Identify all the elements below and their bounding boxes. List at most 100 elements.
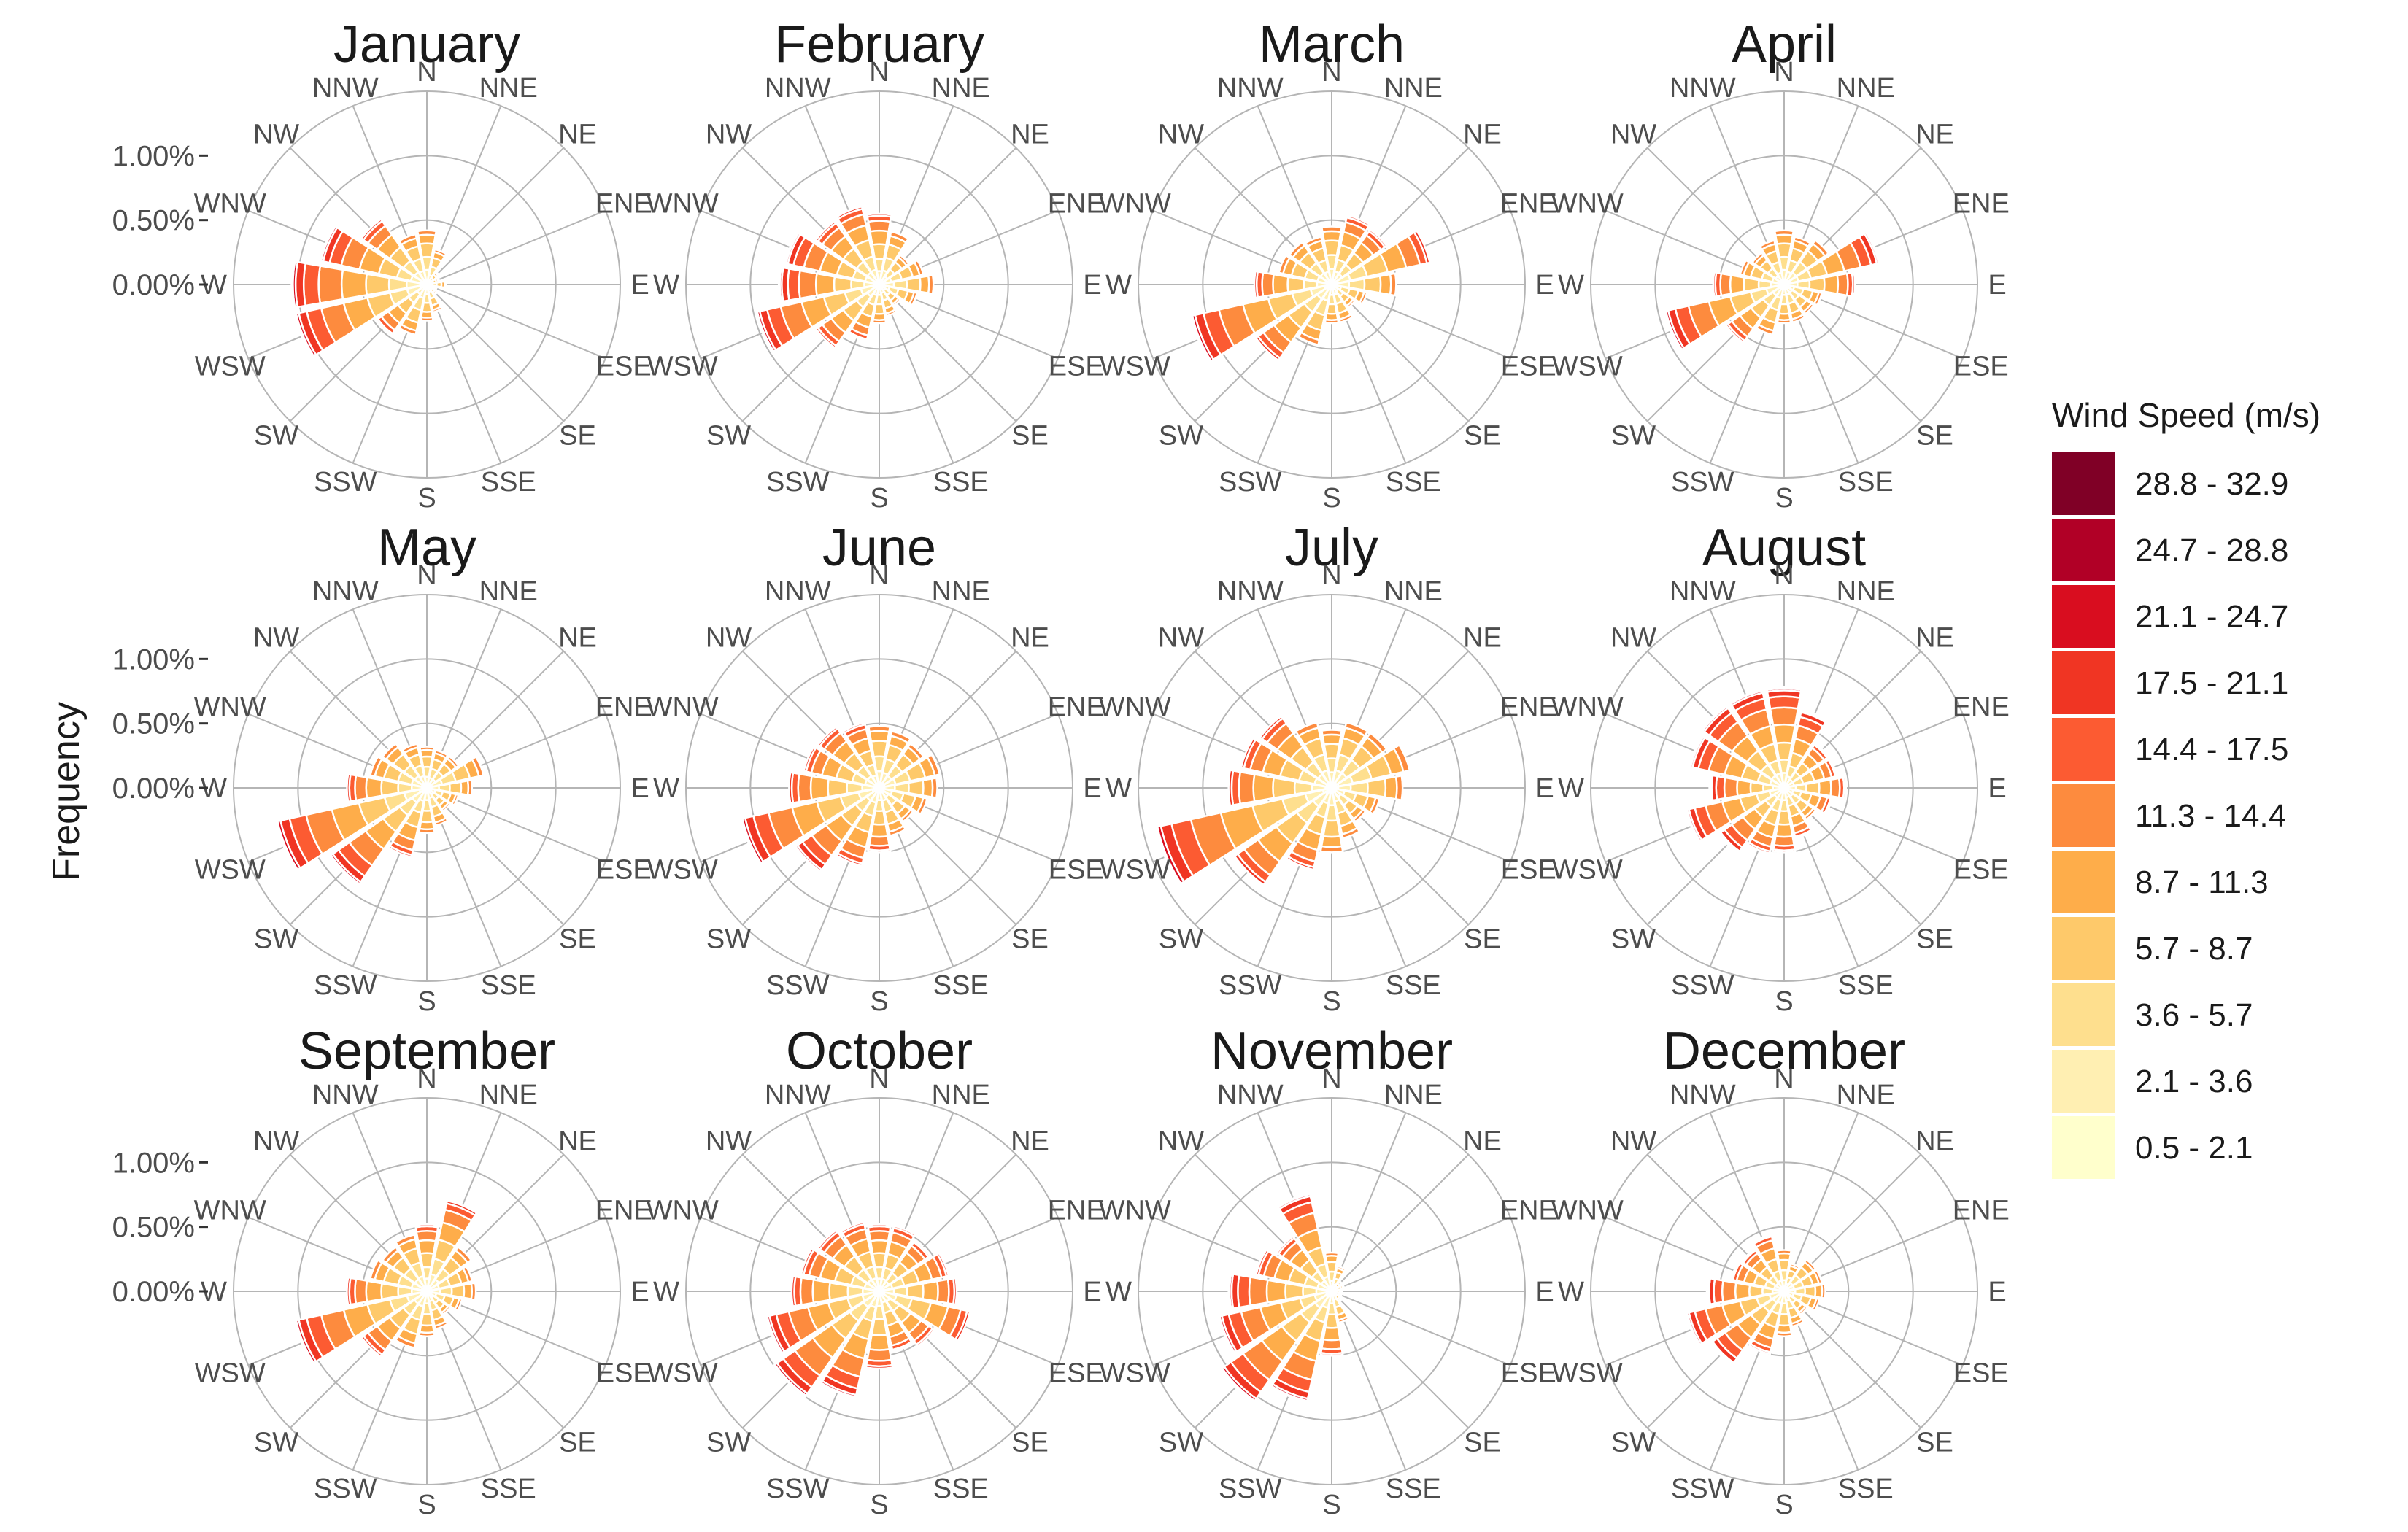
- wedge-w: [1721, 1279, 1737, 1304]
- direction-label: E: [1988, 1277, 2006, 1307]
- grid-spoke: [426, 284, 565, 422]
- wedge-wnw: [803, 745, 817, 773]
- panel-title: September: [298, 1022, 555, 1080]
- direction-label: SW: [1611, 420, 1656, 451]
- wedge-ene: [1864, 231, 1881, 265]
- direction-label: NE: [1915, 120, 1954, 150]
- wedge-w: [1729, 274, 1745, 295]
- wedge-sse: [1794, 829, 1813, 840]
- wedge-nnw: [398, 233, 418, 246]
- r-tick-label: 1.00%: [112, 140, 195, 172]
- wedge-n: [417, 1239, 437, 1255]
- wedge-w: [1736, 778, 1753, 797]
- wedge-e: [1362, 275, 1382, 294]
- wedge-se: [1797, 1304, 1809, 1316]
- legend-label: 21.1 - 24.7: [2135, 599, 2288, 635]
- r-tick-label: 0.00%: [112, 1276, 195, 1308]
- direction-label: ENE: [1048, 692, 1105, 722]
- direction-label: NNW: [765, 73, 831, 104]
- panel-title: December: [1663, 1022, 1905, 1080]
- wedge-w: [1708, 773, 1713, 802]
- wedge-w: [811, 1278, 831, 1304]
- wedge-s: [417, 827, 436, 835]
- panel-january: JanuaryNNNENEENEEESESESSESSSWSWWSWWWNWNW…: [112, 15, 652, 514]
- wedge-wnw: [784, 231, 800, 265]
- direction-label: WSW: [195, 1358, 266, 1389]
- direction-label: N: [1321, 57, 1341, 88]
- wedge-ese: [916, 796, 929, 816]
- wedge-n: [1767, 695, 1802, 710]
- direction-label: NNE: [1837, 576, 1895, 607]
- wedge-wnw: [1689, 735, 1705, 768]
- direction-label: SSW: [1671, 1474, 1734, 1504]
- wedge-n: [1765, 686, 1803, 692]
- wedge-wsw: [765, 1315, 784, 1355]
- direction-label: WSW: [647, 855, 718, 886]
- wedge-n: [870, 740, 889, 758]
- r-tick-label: 0.50%: [112, 1212, 195, 1244]
- direction-label: NE: [1463, 623, 1502, 654]
- direction-label: W: [653, 1277, 679, 1307]
- wedge-s: [1775, 1331, 1794, 1338]
- wedge-nw: [1276, 1235, 1296, 1256]
- direction-label: ENE: [1953, 188, 2010, 219]
- direction-label: SSE: [1838, 970, 1894, 1001]
- wedge-e: [906, 1283, 925, 1300]
- wedge-ssw: [394, 1335, 417, 1350]
- wedge-wnw: [1730, 1261, 1741, 1281]
- direction-label: NE: [558, 120, 597, 150]
- wedge-ssw: [835, 851, 864, 867]
- wedge-w: [1237, 1274, 1252, 1309]
- wedge-s: [1776, 809, 1792, 826]
- direction-label: WNW: [647, 188, 719, 219]
- direction-label: SE: [559, 1427, 596, 1458]
- direction-label: ESE: [1049, 1358, 1104, 1389]
- wedge-wsw: [755, 310, 776, 354]
- wedge-ese: [1358, 290, 1368, 306]
- wedge-e: [922, 1280, 939, 1303]
- direction-label: ENE: [595, 188, 652, 219]
- wedge-w: [1705, 1277, 1710, 1306]
- wedge-nnw: [1751, 1233, 1773, 1245]
- wedge-w: [1272, 273, 1289, 296]
- wedge-s: [1319, 1351, 1344, 1357]
- grid-spoke: [1331, 1112, 1407, 1292]
- direction-label: NNW: [765, 576, 831, 607]
- direction-label: ENE: [1048, 1195, 1105, 1226]
- wedge-e: [466, 778, 474, 797]
- direction-label: WNW: [1099, 188, 1171, 219]
- direction-label: ESE: [1049, 352, 1104, 382]
- wedge-sse: [887, 824, 907, 837]
- wedge-s: [870, 823, 889, 838]
- legend-label: 14.4 - 17.5: [2135, 732, 2288, 767]
- wedge-se: [1803, 807, 1818, 821]
- direction-label: N: [869, 1064, 889, 1094]
- legend-title: Wind Speed (m/s): [2052, 396, 2320, 434]
- y-axis-title: Frequency: [45, 702, 88, 881]
- direction-label: W: [1558, 1277, 1584, 1307]
- wedge-w: [814, 272, 836, 297]
- r-tick-label: 1.00%: [112, 1147, 195, 1179]
- direction-label: SSE: [933, 1474, 989, 1504]
- direction-label: W: [653, 773, 679, 804]
- wedge-sse: [1337, 1315, 1351, 1324]
- direction-label: SE: [1916, 924, 1953, 954]
- direction-label: NW: [1610, 1126, 1656, 1157]
- direction-label: ENE: [595, 692, 652, 722]
- wedge-n: [1769, 706, 1799, 727]
- direction-label: S: [1322, 1490, 1340, 1520]
- direction-label: NW: [706, 623, 752, 654]
- grid-spoke: [1331, 284, 1470, 422]
- direction-label: SSW: [314, 970, 377, 1001]
- direction-label: S: [1322, 483, 1340, 514]
- wedge-wsw: [293, 312, 315, 359]
- wedge-nne: [892, 1224, 916, 1238]
- panel-title: November: [1211, 1022, 1453, 1080]
- wedge-w: [788, 771, 795, 805]
- direction-label: NNE: [932, 576, 990, 607]
- direction-label: SSW: [766, 467, 830, 498]
- wedge-e: [1808, 276, 1826, 293]
- wedge-sw: [328, 854, 361, 886]
